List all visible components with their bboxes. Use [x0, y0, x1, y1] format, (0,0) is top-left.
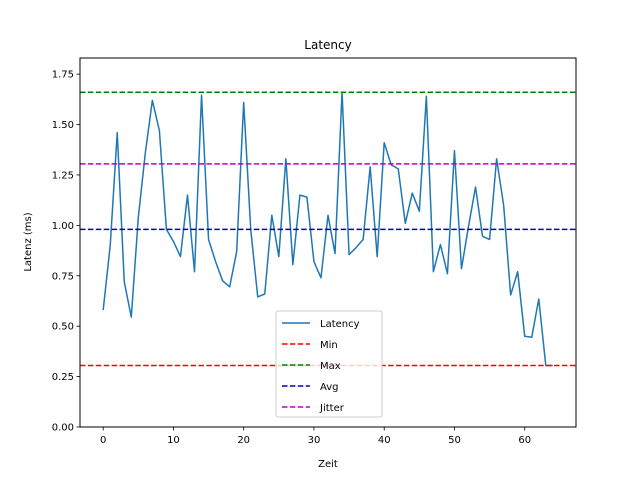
x-axis-label: Zeit: [318, 459, 338, 470]
x-tick-label: 60: [518, 435, 531, 446]
y-tick-label: 0.25: [52, 372, 74, 383]
y-tick-label: 1.75: [52, 70, 74, 81]
y-tick-label: 0.00: [52, 423, 74, 434]
x-tick-label: 50: [448, 435, 461, 446]
y-axis-label: Latenz (ms): [23, 212, 34, 271]
plot-frame: [79, 57, 577, 428]
x-tick-label: 20: [237, 435, 250, 446]
y-tick-label: 1.25: [52, 170, 74, 181]
chart-title: Latency: [304, 38, 351, 52]
legend: Latency Min Max Avg Jitter: [275, 310, 383, 418]
x-tick-label: 30: [308, 435, 321, 446]
y-tick-label: 0.50: [52, 322, 74, 333]
y-tick-label: 1.00: [52, 221, 74, 232]
y-tick-label: 1.50: [52, 120, 74, 131]
y-tick-label: 0.75: [52, 271, 74, 282]
legend-label-avg: Avg: [320, 382, 339, 393]
legend-label-latency: Latency: [320, 319, 360, 330]
series-line-latency: [102, 91, 553, 367]
legend-label-min: Min: [320, 340, 338, 351]
legend-box: [275, 310, 383, 418]
legend-label-max: Max: [320, 361, 341, 372]
x-tick-label: 10: [167, 435, 180, 446]
x-tick-label: 40: [378, 435, 391, 446]
legend-label-jitter: Jitter: [319, 403, 345, 414]
x-tick-label: 0: [100, 435, 106, 446]
